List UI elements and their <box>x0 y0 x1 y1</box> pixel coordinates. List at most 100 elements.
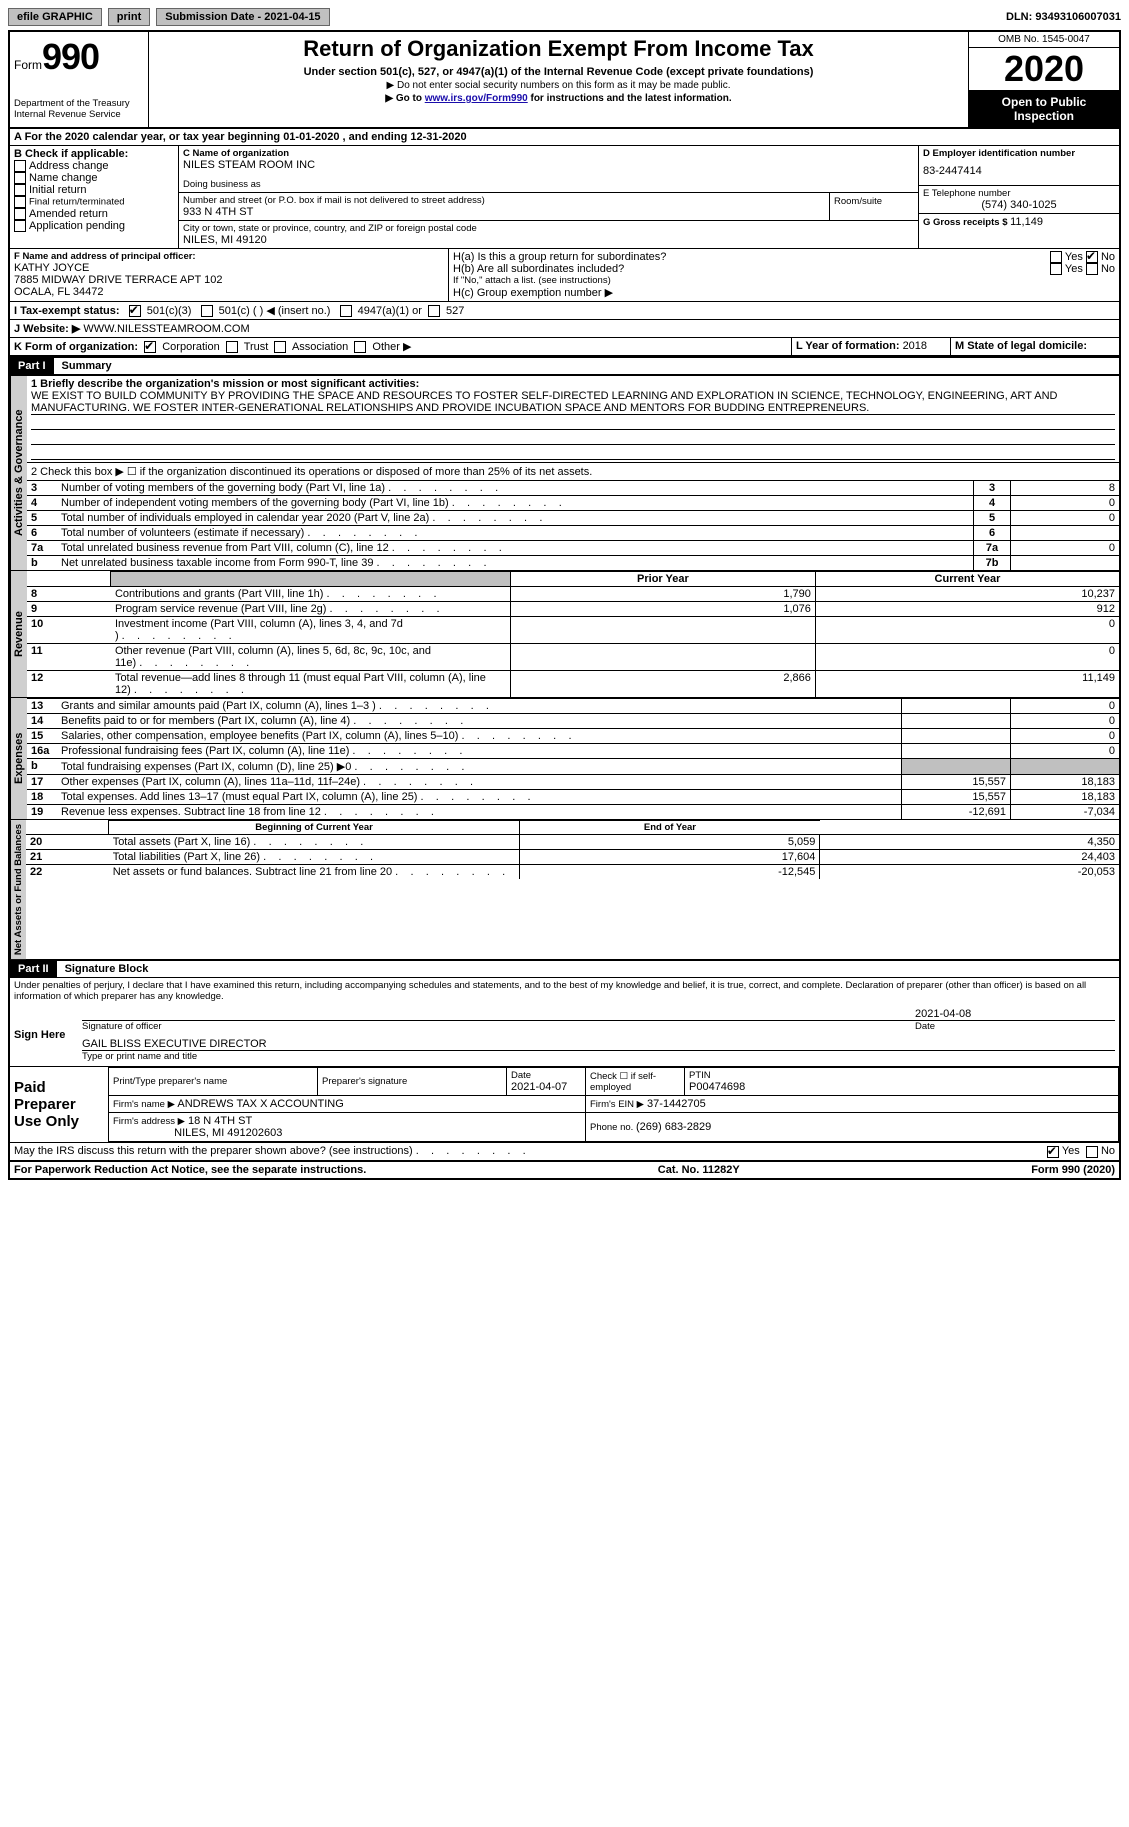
check-name-change[interactable] <box>14 172 26 184</box>
declaration-text: Under penalties of perjury, I declare th… <box>10 978 1119 1004</box>
tab-expenses: Expenses <box>10 698 27 819</box>
mission-text: WE EXIST TO BUILD COMMUNITY BY PROVIDING… <box>31 390 1115 415</box>
topbar: efile GRAPHIC print Submission Date - 20… <box>8 8 1121 26</box>
discuss-yes[interactable] <box>1047 1146 1059 1158</box>
org-name-label: C Name of organization <box>183 148 914 159</box>
footer-catno: Cat. No. 11282Y <box>658 1164 740 1176</box>
self-employed-check: Check ☐ if self-employed <box>586 1068 685 1096</box>
year-formation-label: L Year of formation: <box>796 340 903 352</box>
hc-label: H(c) Group exemption number ▶ <box>453 286 1115 299</box>
dln: DLN: 93493106007031 <box>1006 11 1121 23</box>
revenue-lines: Prior Year Current Year 8Contributions a… <box>27 571 1119 697</box>
footer-right: Form 990 (2020) <box>1031 1164 1115 1176</box>
prep-sig-label: Preparer's signature <box>322 1076 502 1087</box>
firm-addr-label: Firm's address ▶ <box>113 1116 185 1127</box>
gross-receipts-value: 11,149 <box>1010 216 1043 228</box>
page-footer: For Paperwork Reduction Act Notice, see … <box>10 1160 1119 1178</box>
tax-status-label: I Tax-exempt status: <box>14 305 120 317</box>
irs-link[interactable]: www.irs.gov/Form990 <box>425 93 528 104</box>
box-deg: D Employer identification number 83-2447… <box>918 146 1119 248</box>
check-trust[interactable] <box>226 341 238 353</box>
footer-left: For Paperwork Reduction Act Notice, see … <box>14 1164 366 1176</box>
firm-name-label: Firm's name ▶ <box>113 1099 175 1110</box>
firm-addr1: 18 N 4TH ST <box>188 1115 252 1127</box>
check-amended[interactable] <box>14 208 26 220</box>
discuss-no[interactable] <box>1086 1146 1098 1158</box>
governance-lines: 3Number of voting members of the governi… <box>27 480 1119 570</box>
officer-addr2: OCALA, FL 34472 <box>14 286 444 298</box>
dept-irs: Internal Revenue Service <box>14 109 144 120</box>
omb-number: OMB No. 1545-0047 <box>969 32 1119 48</box>
street-address: 933 N 4TH ST <box>183 206 825 218</box>
sig-officer-label: Signature of officer <box>82 1021 907 1032</box>
year-formation-value: 2018 <box>903 340 927 352</box>
prep-name-label: Print/Type preparer's name <box>113 1076 313 1087</box>
col-beginning-year: Beginning of Current Year <box>109 821 520 835</box>
ptin-label: PTIN <box>689 1070 1114 1081</box>
check-app-pending[interactable] <box>14 220 26 232</box>
firm-phone-label: Phone no. <box>590 1122 636 1133</box>
firm-name: ANDREWS TAX X ACCOUNTING <box>177 1098 343 1110</box>
ein-label: D Employer identification number <box>923 148 1115 159</box>
officer-name: KATHY JOYCE <box>14 262 444 274</box>
form-title: Return of Organization Exempt From Incom… <box>155 36 962 62</box>
officer-sig-date: 2021-04-08 <box>907 1008 1115 1021</box>
tab-revenue: Revenue <box>10 571 27 697</box>
hb-note: If "No," attach a list. (see instruction… <box>453 275 1115 286</box>
header-note-1: ▶ Do not enter social security numbers o… <box>155 80 962 91</box>
check-501c[interactable] <box>201 305 213 317</box>
phone-value: (574) 340-1025 <box>923 199 1115 211</box>
box-f: F Name and address of principal officer:… <box>10 249 449 301</box>
form-subtitle: Under section 501(c), 527, or 4947(a)(1)… <box>155 66 962 78</box>
expense-lines: 13Grants and similar amounts paid (Part … <box>27 698 1119 819</box>
firm-ein: 37-1442705 <box>647 1098 706 1110</box>
dept-treasury: Department of the Treasury <box>14 98 144 109</box>
room-label: Room/suite <box>834 196 882 207</box>
label-amended: Amended return <box>29 208 108 220</box>
city-label: City or town, state or province, country… <box>183 223 914 234</box>
check-initial-return[interactable] <box>14 184 26 196</box>
check-final-return[interactable] <box>14 196 26 208</box>
efile-badge: efile GRAPHIC <box>8 8 102 26</box>
label-address-change: Address change <box>29 160 109 172</box>
part2-badge: Part II <box>10 961 57 977</box>
form-header: Form990 Department of the Treasury Inter… <box>10 32 1119 129</box>
gross-receipts-label: G Gross receipts $ <box>923 217 1010 228</box>
discuss-question: May the IRS discuss this return with the… <box>14 1145 526 1157</box>
box-b: B Check if applicable: Address change Na… <box>10 146 179 248</box>
q1-label: 1 Briefly describe the organization's mi… <box>31 378 1115 390</box>
check-501c3[interactable] <box>129 305 141 317</box>
date-label: Date <box>907 1021 1115 1032</box>
part1-badge: Part I <box>10 358 54 374</box>
check-other[interactable] <box>354 341 366 353</box>
tab-governance: Activities & Governance <box>10 376 27 570</box>
q2-text: 2 Check this box ▶ ☐ if the organization… <box>27 462 1119 480</box>
label-name-change: Name change <box>29 172 98 184</box>
officer-addr1: 7885 MIDWAY DRIVE TERRACE APT 102 <box>14 274 444 286</box>
ha-yes[interactable] <box>1050 251 1062 263</box>
col-current-year: Current Year <box>815 572 1119 587</box>
city-state-zip: NILES, MI 49120 <box>183 234 914 246</box>
check-assoc[interactable] <box>274 341 286 353</box>
tab-net-assets: Net Assets or Fund Balances <box>10 820 26 959</box>
ptin-value: P00474698 <box>689 1081 1114 1093</box>
check-address-change[interactable] <box>14 160 26 172</box>
tax-year: 2020 <box>969 48 1119 91</box>
hb-no[interactable] <box>1086 263 1098 275</box>
box-i: I Tax-exempt status: 501(c)(3) 501(c) ( … <box>10 302 1119 319</box>
print-button[interactable]: print <box>108 8 150 26</box>
part1-header: Part I Summary <box>10 356 1119 375</box>
name-title-label: Type or print name and title <box>82 1051 1115 1062</box>
check-corp[interactable] <box>144 341 156 353</box>
state-domicile-label: M State of legal domicile: <box>955 340 1087 352</box>
firm-ein-label: Firm's EIN ▶ <box>590 1099 644 1110</box>
ha-no[interactable] <box>1086 251 1098 263</box>
form-number: 990 <box>42 36 99 77</box>
part1-title: Summary <box>54 358 120 374</box>
hb-yes[interactable] <box>1050 263 1062 275</box>
check-527[interactable] <box>428 305 440 317</box>
check-4947[interactable] <box>340 305 352 317</box>
officer-label: F Name and address of principal officer: <box>14 251 444 262</box>
org-name: NILES STEAM ROOM INC <box>183 159 914 171</box>
col-end-year: End of Year <box>519 821 819 835</box>
